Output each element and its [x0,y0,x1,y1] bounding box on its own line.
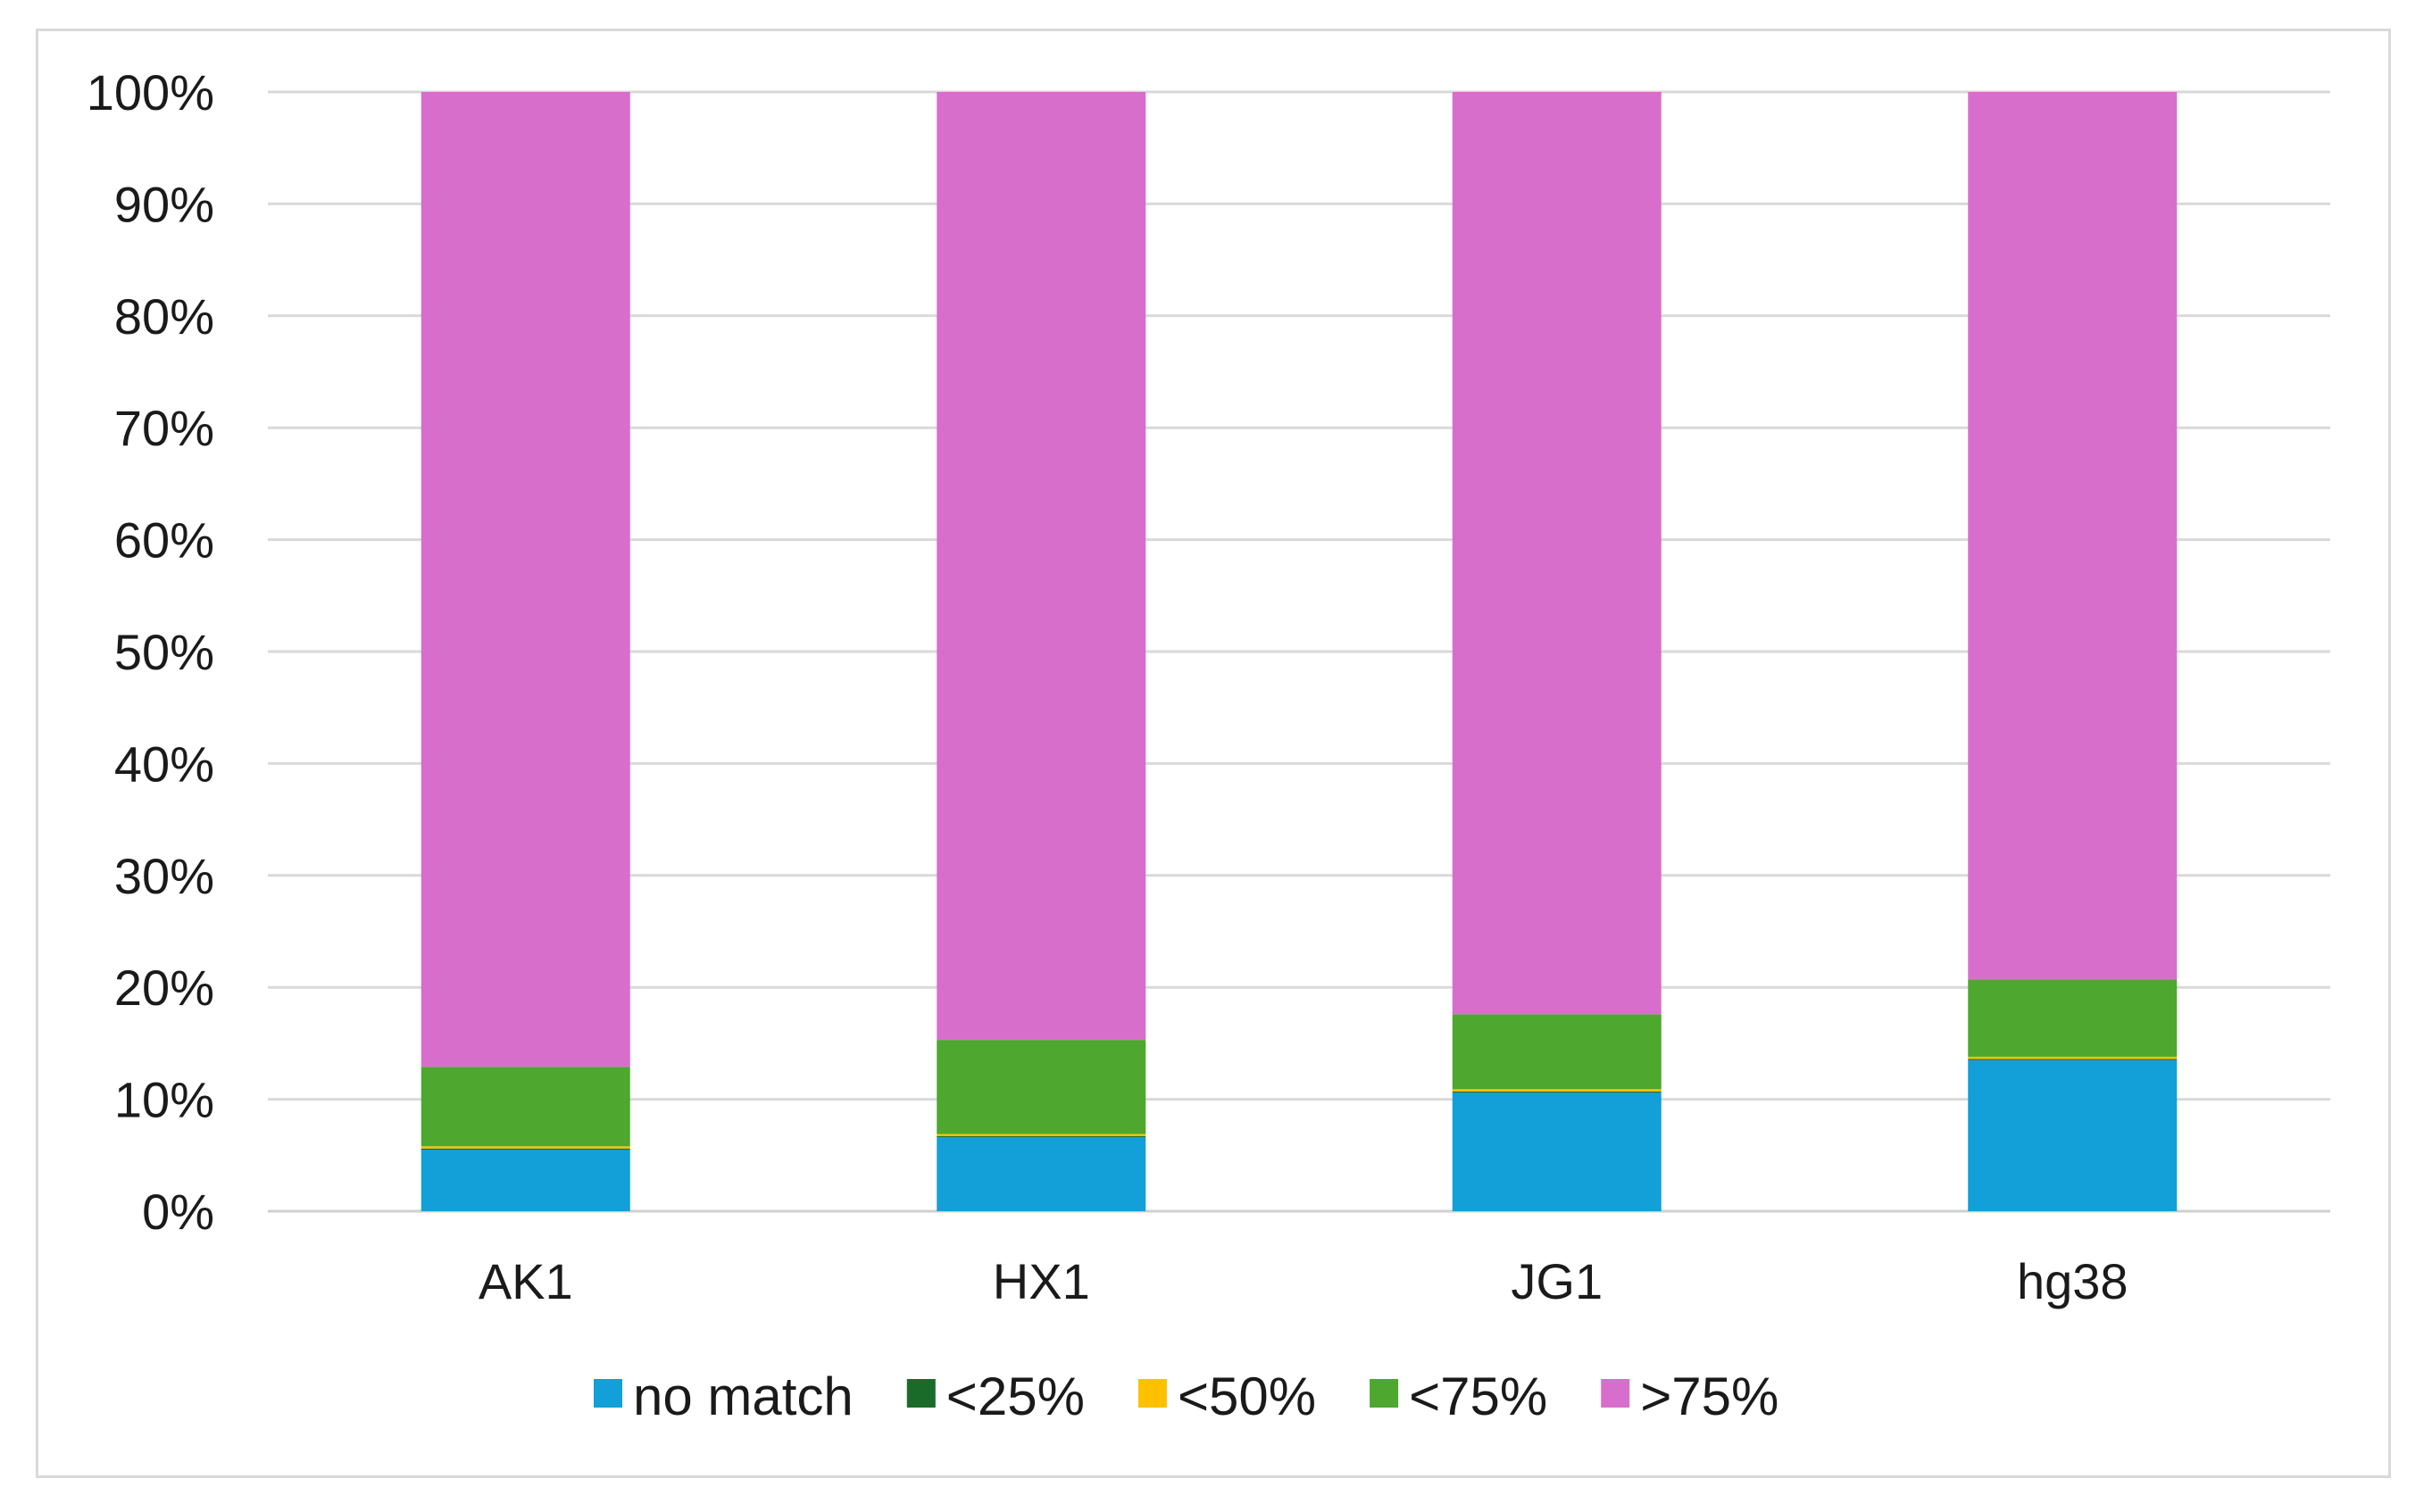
legend-item: <50% [1137,1367,1316,1426]
bar-stack [1452,92,1662,1211]
bar-segment [937,1137,1146,1211]
legend-swatch [594,1379,622,1408]
bar-stack [937,92,1146,1211]
legend-item: <25% [906,1367,1085,1426]
bar-segment [1452,92,1662,1015]
legend-swatch [1370,1379,1399,1408]
y-tick-label: 60% [114,512,214,569]
y-tick-label: 40% [114,735,214,792]
bar-segment [421,1150,630,1211]
legend-label: no match [633,1367,854,1426]
bar-segment [421,1067,630,1147]
legend-label: <25% [946,1367,1085,1426]
legend-swatch [1137,1379,1167,1408]
bar-segment [1968,1056,2178,1059]
legend-label: <50% [1178,1367,1316,1426]
y-tick-label: 70% [114,400,214,456]
bar-segment [1452,1089,1662,1092]
bar-segment [1968,92,2178,980]
x-tick-label: hg38 [2017,1253,2128,1309]
bar-segment [421,1146,630,1149]
bar-segment [937,1040,1146,1134]
y-tick-label: 50% [114,624,214,680]
x-tick-label: AK1 [479,1253,573,1309]
y-tick-label: 10% [114,1072,214,1128]
y-tick-label: 90% [114,176,214,232]
bar-segment [937,1135,1146,1138]
bar-segment [421,92,630,1068]
legend-label: <75% [1409,1367,1547,1426]
legend: no match <25% <50% <75% >75% [594,1367,1778,1426]
x-tick-label: HX1 [993,1253,1090,1309]
legend-swatch [1601,1379,1630,1408]
y-tick-label: 20% [114,960,214,1016]
bar-segment [937,92,1146,1041]
legend-swatch [906,1379,936,1408]
y-tick-label: 30% [114,848,214,904]
legend-item: <75% [1370,1367,1547,1426]
bar-segment [1452,1014,1662,1090]
legend-item: no match [594,1367,854,1426]
y-axis-tick-labels: 0% 10% 20% 30% 40% 50% 60% 70% 80% 90% 100% [87,64,214,1240]
x-axis-tick-labels: AK1 HX1 JG1 hg38 [479,1253,2128,1309]
x-tick-label: JG1 [1511,1253,1603,1309]
y-tick-label: 0% [142,1184,214,1240]
bar-stack [421,92,630,1211]
bar-segment [1452,1092,1662,1211]
y-tick-label: 100% [87,64,214,120]
y-tick-label: 80% [114,288,214,345]
legend-item: >75% [1601,1367,1778,1426]
bar-stack [1968,92,2178,1211]
bars [421,92,2178,1211]
bar-segment [421,1148,630,1151]
bar-segment [1968,979,2178,1057]
bar-segment [1968,1059,2178,1211]
bar-segment [937,1134,1146,1136]
legend-label: >75% [1640,1367,1778,1426]
